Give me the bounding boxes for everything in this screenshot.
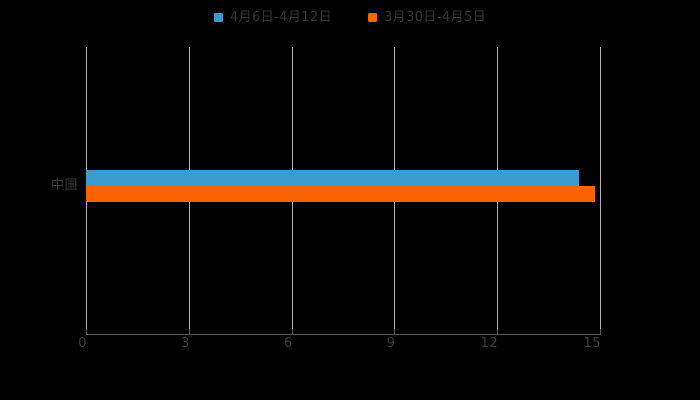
legend-item-series-2[interactable]: 3月30日-4月5日: [368, 7, 486, 27]
x-tick-mark-15: [600, 329, 601, 334]
x-tick-mark-12: [497, 329, 499, 334]
plot-area: [86, 47, 601, 330]
bar-series-1-china[interactable]: [86, 170, 580, 186]
bar-series-2-china[interactable]: [86, 186, 595, 202]
chart-legend: 4月6日-4月12日 3月30日-4月5日: [0, 6, 700, 28]
x-tick-mark-3: [188, 329, 190, 334]
x-tick-label-0: 0: [78, 336, 87, 351]
legend-label-series-2: 3月30日-4月5日: [384, 9, 487, 25]
gridline-15: [600, 47, 601, 330]
x-tick-label-9: 9: [386, 336, 396, 351]
legend-swatch-icon-orange: [368, 12, 377, 22]
x-tick-mark-9: [394, 329, 396, 334]
legend-label-series-1: 4月6日-4月12日: [229, 9, 332, 25]
x-axis-line: [86, 334, 601, 335]
y-axis-category-label-china: 中国: [50, 178, 78, 193]
x-tick-label-3: 3: [181, 336, 190, 351]
legend-swatch-icon-blue: [213, 12, 223, 22]
x-tick-mark-0: [86, 329, 87, 334]
x-tick-label-6: 6: [283, 336, 293, 351]
x-tick-mark-6: [291, 329, 293, 334]
x-tick-label-15: 15: [583, 336, 601, 351]
legend-item-series-1[interactable]: 4月6日-4月12日: [213, 7, 332, 27]
x-tick-label-12: 12: [480, 336, 499, 351]
